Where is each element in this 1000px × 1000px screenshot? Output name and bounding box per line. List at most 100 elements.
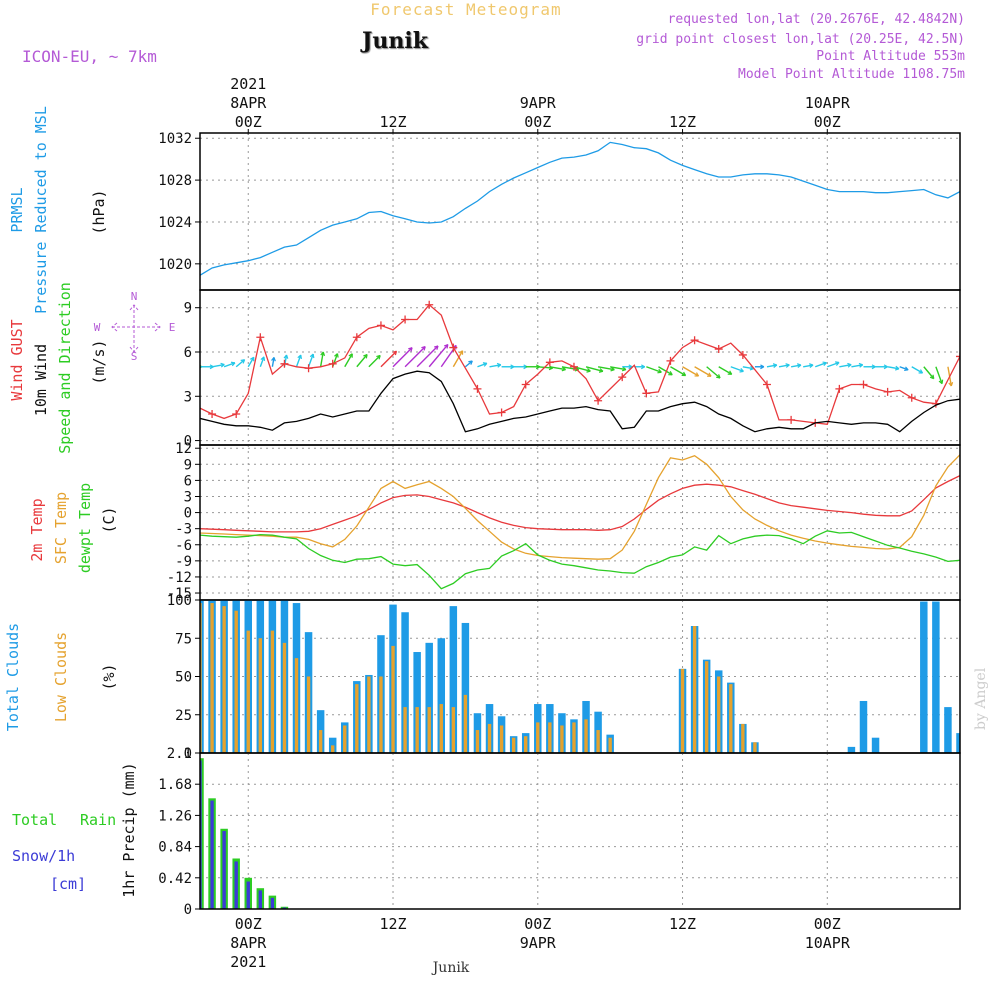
bar-low-clouds [717, 676, 721, 753]
precip-rain-label: Rain [80, 811, 116, 829]
gust-marker [328, 359, 337, 368]
top-time-label: 2021 [230, 75, 266, 93]
wind-vector-head [510, 364, 515, 370]
top-time-label: 9APR [520, 94, 557, 112]
y-tick-label: 0.42 [158, 871, 192, 887]
wind-vector-head [871, 364, 876, 370]
wind-vector [211, 363, 225, 368]
wind-vector-head [785, 363, 790, 368]
y-tick-label: 75 [175, 631, 192, 647]
temp-sfc-label: SFC Temp [52, 492, 70, 564]
bar-low-clouds [282, 642, 287, 753]
bar-low-clouds [403, 707, 407, 753]
bar-low-clouds [704, 661, 709, 753]
wind-unit-label: (m/s) [90, 339, 108, 384]
precip-total-label: Total [12, 811, 57, 829]
wind-vector [803, 364, 814, 368]
y-tick-label: 1.26 [158, 808, 192, 824]
wind-gust-label: Wind GUST [8, 319, 26, 400]
bar-low-clouds [524, 736, 528, 753]
top-time-label: 00Z [814, 113, 841, 131]
bar-low-clouds [379, 676, 383, 753]
wind-vector-head [240, 359, 246, 364]
bar-snow-1h [246, 881, 250, 909]
wind-vector [428, 344, 449, 368]
gust-marker [690, 336, 699, 345]
bar-snow-1h [210, 800, 214, 909]
gust-marker [449, 343, 458, 352]
clouds-plot [200, 600, 999, 753]
compass-west: W [94, 321, 101, 334]
bar-total-clouds [437, 638, 446, 753]
gust-marker [714, 345, 723, 354]
wind-vector-head [918, 369, 924, 374]
bar-low-clouds [343, 725, 347, 753]
gust-marker [497, 408, 506, 417]
bottom-time-label: 10APR [805, 934, 851, 952]
wind-vector [489, 364, 501, 368]
y-tick-label: 1024 [158, 215, 192, 231]
wind-vector [814, 361, 827, 368]
gust-marker [618, 373, 627, 382]
bar-low-clouds [729, 684, 733, 753]
gust-marker [256, 333, 265, 342]
wind-vector-head [297, 354, 302, 360]
y-tick-label: 1032 [158, 131, 192, 147]
precip-snow-unit-label: [cm] [50, 875, 86, 893]
y-tick-label: 1.68 [158, 777, 192, 793]
series-line-2m-temp [200, 474, 960, 533]
top-time-label: 8APR [230, 94, 267, 112]
bar-low-clouds [584, 719, 588, 753]
gust-marker [352, 333, 361, 342]
top-time-label: 12Z [669, 113, 696, 131]
wind-vector [610, 366, 627, 371]
bottom-time-label: 8APR [230, 934, 267, 952]
y-tick-label: -3 [175, 522, 192, 538]
wind-vector [464, 360, 473, 368]
precip-snow-label: Snow/1h [12, 847, 75, 865]
wind-vector-head [443, 343, 449, 349]
wind-vector-head [230, 361, 236, 367]
bar-snow-1h [258, 890, 263, 909]
y-tick-label: 0 [184, 434, 192, 450]
wind-vector [597, 366, 615, 371]
y-tick-label: 100 [167, 593, 192, 609]
wind-vector-head [938, 379, 944, 385]
bar-total-clouds [871, 737, 880, 753]
wind-vector [827, 361, 840, 368]
compass-arrows [111, 304, 161, 353]
bar-low-clouds [982, 748, 985, 753]
gust-marker [425, 300, 434, 309]
credit-text: by Angel [973, 667, 989, 730]
wind-vector-head [468, 360, 473, 365]
wind-vector-head [929, 374, 935, 380]
bar-total-clouds [992, 609, 999, 753]
series-line-prmsl [200, 141, 960, 276]
wind-vector-head [847, 362, 852, 368]
gust-marker [738, 350, 747, 359]
wind-vector [356, 354, 368, 368]
temperature-plot [200, 454, 960, 590]
wind-vector [730, 366, 744, 373]
wind-vector-head [363, 353, 368, 359]
bar-low-clouds [391, 645, 395, 753]
clouds-panel: 0 25 50 75 100 [167, 593, 999, 762]
compass-south: S [131, 350, 138, 363]
gust-marker [787, 415, 796, 424]
wind-vector [223, 362, 236, 368]
panels: 10201024102810320369-15-12-9-6-303691202… [158, 131, 999, 918]
wind-vector-head [482, 362, 488, 367]
wind-vector-head [904, 366, 909, 372]
wind-vector [573, 366, 591, 372]
wind-vector-head [694, 372, 700, 377]
wind-vector [477, 362, 488, 368]
wind-vector [988, 367, 996, 376]
bar-total-clouds [449, 606, 458, 753]
y-tick-label: 0 [184, 746, 192, 762]
gust-marker [907, 393, 916, 402]
wind-vector-head [883, 364, 888, 370]
precip-unit-label: 1hr Precip (mm) [120, 762, 138, 897]
bar-total-clouds [425, 642, 433, 753]
y-tick-label: 6 [184, 345, 192, 361]
